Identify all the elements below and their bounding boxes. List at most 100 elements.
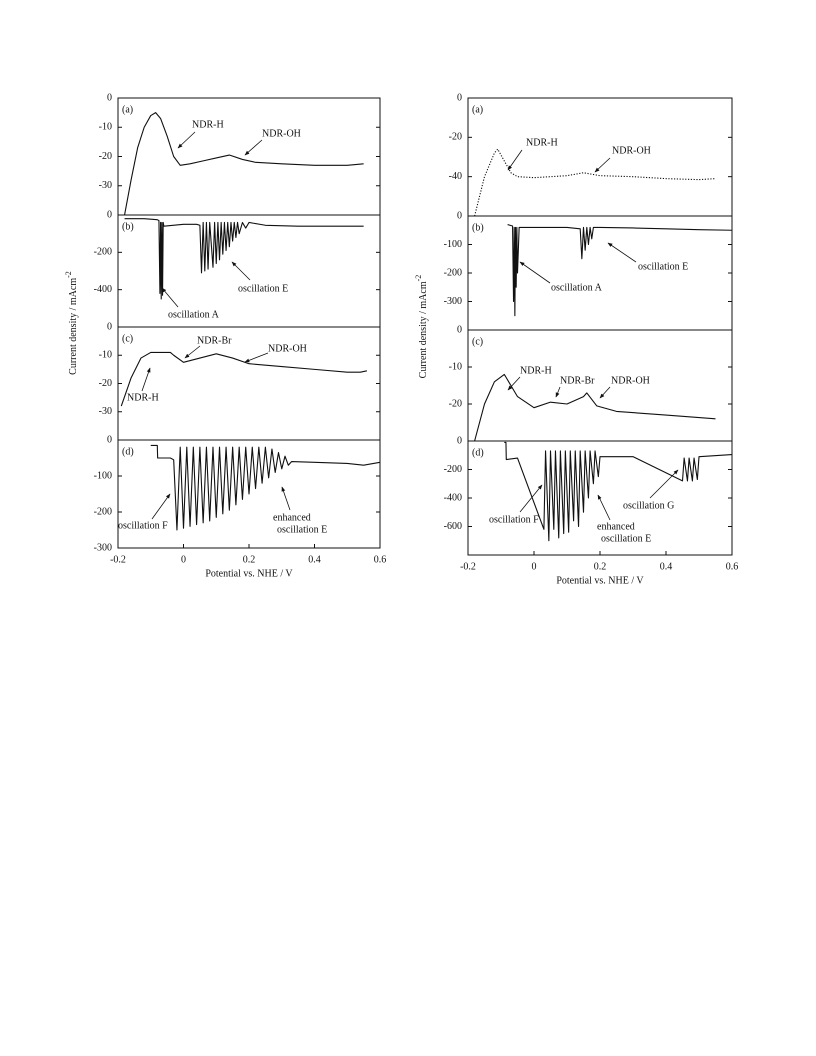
y-tick-label: -30 (99, 180, 112, 191)
x-tick-label: 0.6 (726, 561, 739, 572)
annotation: NDR-H (520, 365, 552, 376)
y-tick-label: -300 (444, 296, 462, 307)
data-line (150, 444, 381, 531)
annotation-arrow (599, 386, 611, 399)
y-tick-label: -20 (99, 151, 112, 162)
x-tick-label: 0 (532, 561, 537, 572)
data-line (504, 441, 733, 542)
y-tick-label: -200 (444, 464, 462, 475)
y-tick-label: -600 (444, 521, 462, 532)
annotation: oscillation E (277, 524, 327, 535)
annotation-arrow (555, 386, 561, 398)
annotation: oscillation G (623, 500, 674, 511)
y-tick-label: -100 (444, 239, 462, 250)
annotation-arrow (519, 261, 551, 284)
panel-label: (a) (122, 104, 133, 115)
annotation: oscillation E (238, 283, 288, 294)
annotation: NDR-H (127, 392, 159, 403)
x-tick-label: 0.4 (308, 554, 321, 565)
y-tick-label: 0 (107, 321, 112, 332)
y-tick-label: -10 (99, 122, 112, 133)
data-line (120, 351, 368, 407)
y-tick-label: -30 (99, 406, 112, 417)
y-tick-label: -20 (99, 378, 112, 389)
annotation-arrow (161, 287, 179, 308)
panel-label: (b) (122, 221, 134, 232)
annotation-arrow (244, 139, 263, 156)
annotation: NDR-OH (612, 145, 651, 156)
y-axis-label-sup: -2 (64, 271, 73, 278)
y-tick-label: 0 (457, 435, 462, 446)
annotation: oscillation E (601, 533, 651, 544)
annotation-arrow (507, 149, 523, 171)
y-tick-label: -10 (449, 361, 462, 372)
panel-label: (c) (472, 336, 483, 347)
x-axis-label: Potential vs. NHE / V (205, 568, 293, 579)
x-tick-label: -0.2 (460, 561, 476, 572)
y-axis-label: Current density / mAcm-2 (414, 275, 429, 379)
annotation-arrow (151, 493, 171, 520)
annotation-arrow (177, 131, 196, 149)
panel-label: (d) (472, 447, 484, 458)
annotation: NDR-H (192, 119, 224, 130)
annotation-arrow (141, 367, 151, 392)
annotation-arrow (231, 261, 251, 281)
annotation: oscillation F (118, 520, 168, 531)
y-tick-label: -400 (444, 492, 462, 503)
y-tick-label: -10 (99, 350, 112, 361)
annotation: NDR-Br (197, 335, 232, 346)
y-tick-label: -20 (449, 398, 462, 409)
x-tick-label: 0 (181, 554, 186, 565)
annotation-arrow (184, 345, 201, 359)
annotation-arrow (649, 469, 679, 499)
annotation: oscillation A (168, 309, 220, 320)
x-tick-label: 0.2 (243, 554, 256, 565)
annotation-arrow (507, 376, 521, 391)
annotation: NDR-OH (268, 343, 307, 354)
annotation-arrow (597, 494, 611, 521)
annotation: oscillation F (489, 514, 539, 525)
y-tick-label: 0 (107, 209, 112, 220)
y-axis-label-text: Current density / mAcm (68, 278, 79, 375)
annotation-arrow (281, 486, 291, 511)
y-tick-label: 0 (457, 92, 462, 103)
annotation: enhanced (273, 512, 311, 523)
panel-label: (a) (472, 104, 483, 115)
data-line (474, 148, 716, 217)
x-tick-label: -0.2 (110, 554, 126, 565)
y-tick-label: -200 (94, 506, 112, 517)
x-tick-label: 0.4 (660, 561, 673, 572)
y-tick-label: -200 (444, 267, 462, 278)
y-tick-label: -200 (94, 247, 112, 258)
annotation-arrow (244, 352, 269, 363)
x-axis-label: Potential vs. NHE / V (556, 575, 644, 586)
data-line (124, 112, 364, 216)
annotation: enhanced (597, 521, 635, 532)
y-tick-label: 0 (457, 324, 462, 335)
y-axis-label-sup: -2 (414, 275, 423, 282)
x-tick-label: 0.2 (594, 561, 607, 572)
y-tick-label: 0 (107, 92, 112, 103)
y-tick-label: -300 (94, 542, 112, 553)
data-line (507, 224, 733, 317)
y-tick-label: -100 (94, 470, 112, 481)
y-tick-label: -40 (449, 171, 462, 182)
annotation: NDR-H (526, 137, 558, 148)
panel-label: (c) (122, 333, 133, 344)
x-tick-label: 0.6 (374, 554, 387, 565)
y-tick-label: 0 (457, 210, 462, 221)
data-line (124, 218, 364, 300)
y-tick-label: -400 (94, 284, 112, 295)
annotation: NDR-OH (262, 128, 301, 139)
panel-label: (b) (472, 222, 484, 233)
y-tick-label: -20 (449, 132, 462, 143)
y-tick-label: 0 (107, 434, 112, 445)
annotation-arrow (607, 242, 637, 263)
annotation: oscillation A (551, 282, 603, 293)
annotation: NDR-Br (560, 375, 595, 386)
annotation-arrow (594, 157, 611, 173)
y-axis-label-text: Current density / mAcm (418, 281, 429, 378)
panel-label: (d) (122, 446, 134, 457)
